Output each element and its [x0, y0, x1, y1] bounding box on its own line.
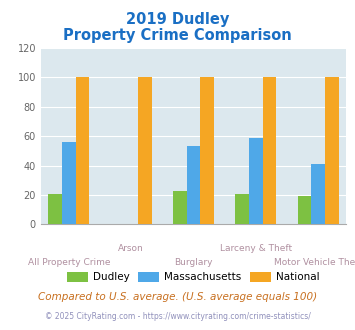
Text: Larceny & Theft: Larceny & Theft — [220, 244, 292, 253]
Text: Burglary: Burglary — [174, 258, 213, 267]
Bar — [200, 77, 214, 224]
Bar — [235, 193, 249, 224]
Bar — [249, 138, 263, 224]
Bar — [187, 147, 200, 224]
Bar — [325, 77, 339, 224]
Bar — [48, 193, 62, 224]
Bar — [311, 164, 325, 224]
Text: 2019 Dudley: 2019 Dudley — [126, 12, 229, 26]
Bar — [62, 142, 76, 224]
Text: Property Crime Comparison: Property Crime Comparison — [63, 28, 292, 43]
Bar — [297, 196, 311, 224]
Text: © 2025 CityRating.com - https://www.cityrating.com/crime-statistics/: © 2025 CityRating.com - https://www.city… — [45, 312, 310, 321]
Text: All Property Crime: All Property Crime — [28, 258, 110, 267]
Bar — [138, 77, 152, 224]
Bar — [173, 190, 187, 224]
Legend: Dudley, Massachusetts, National: Dudley, Massachusetts, National — [63, 267, 324, 286]
Text: Compared to U.S. average. (U.S. average equals 100): Compared to U.S. average. (U.S. average … — [38, 292, 317, 302]
Bar — [76, 77, 89, 224]
Text: Arson: Arson — [118, 244, 144, 253]
Bar — [263, 77, 276, 224]
Text: Motor Vehicle Theft: Motor Vehicle Theft — [274, 258, 355, 267]
